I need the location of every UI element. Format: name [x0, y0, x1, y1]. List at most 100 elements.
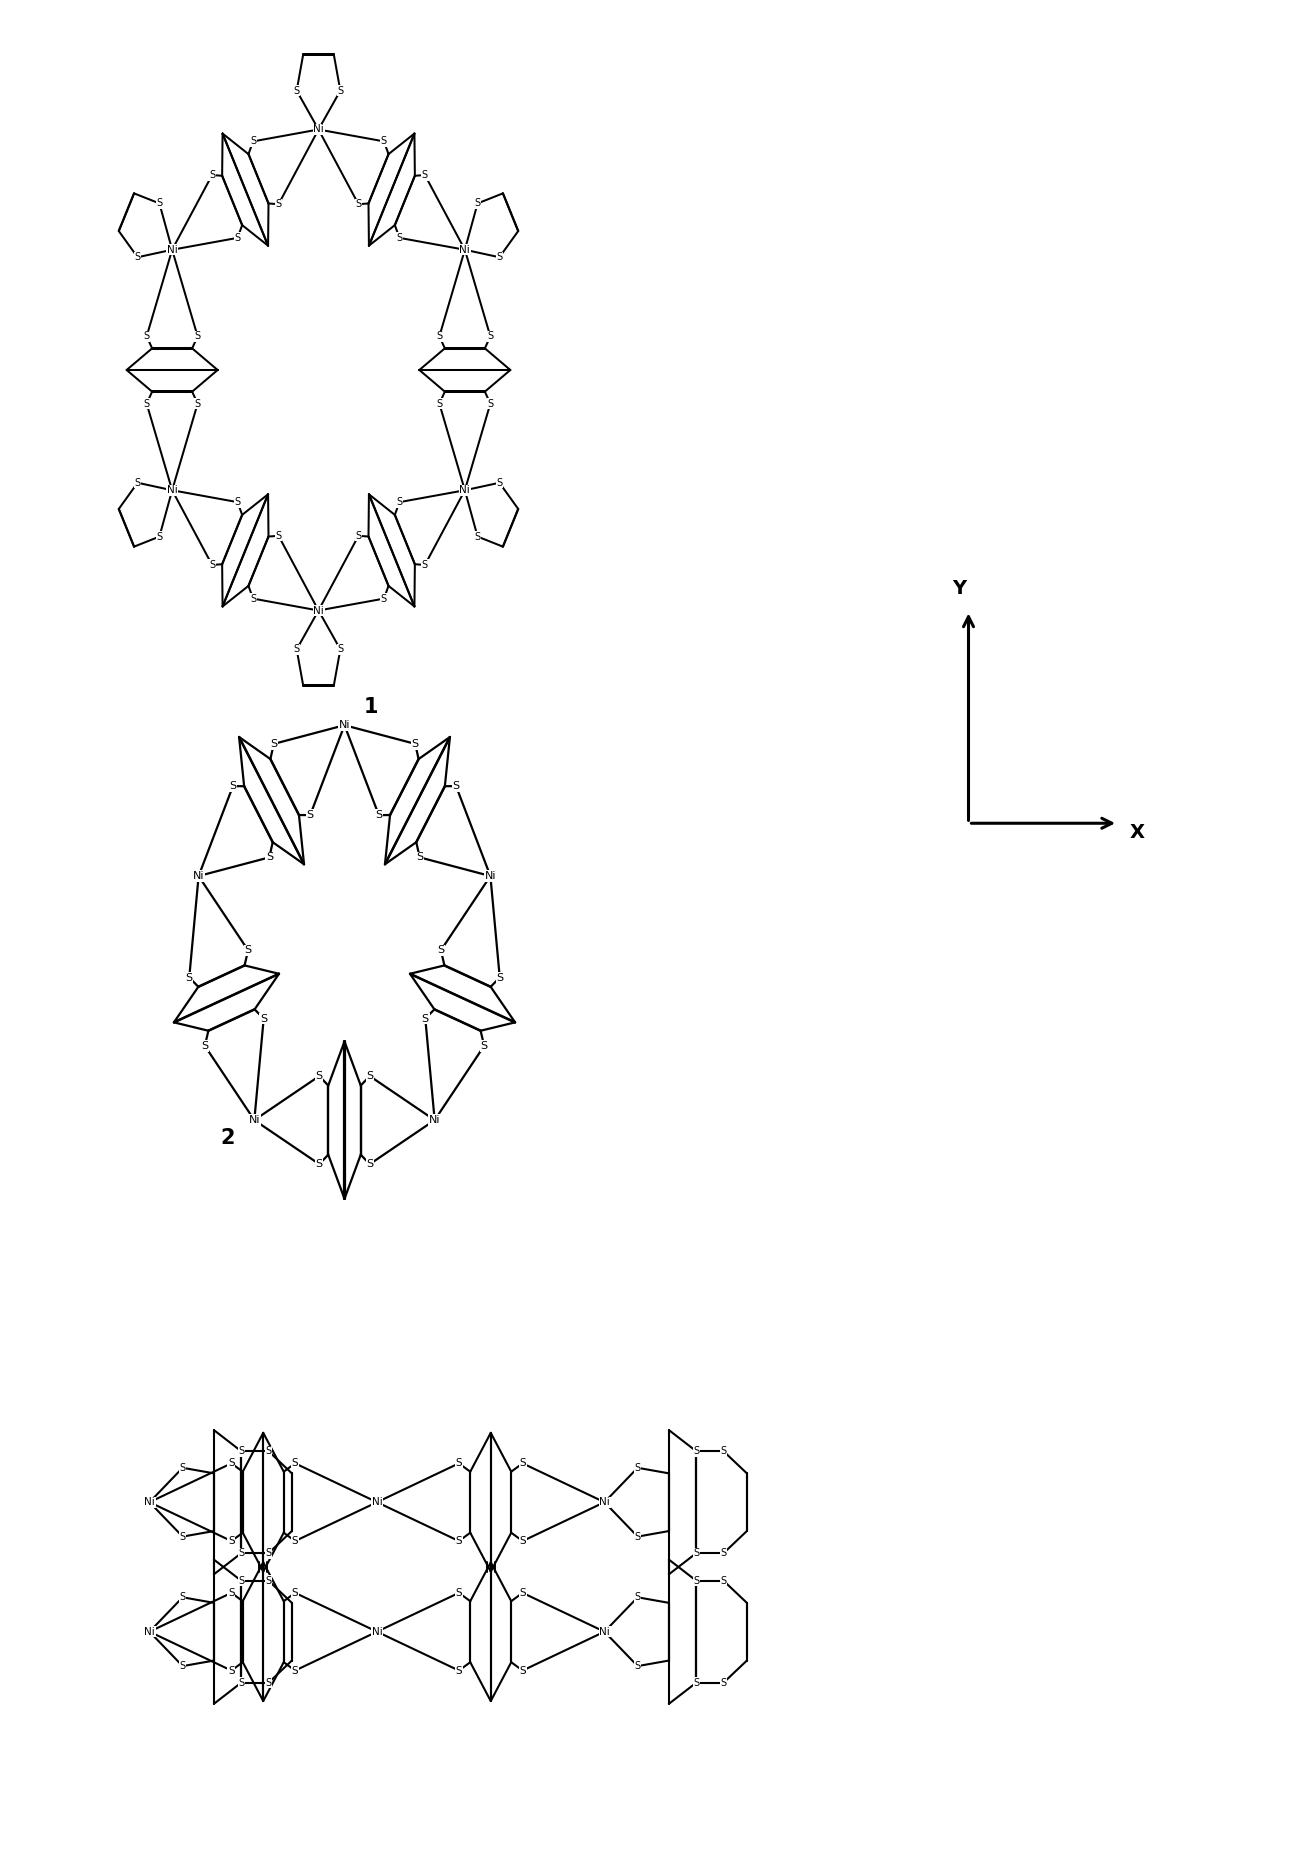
- Text: Ni: Ni: [144, 1626, 155, 1637]
- Text: S: S: [437, 398, 442, 409]
- Text: S: S: [720, 1548, 727, 1558]
- Text: Ni: Ni: [339, 720, 350, 731]
- Text: S: S: [474, 531, 481, 542]
- Text: Ni: Ni: [599, 1497, 610, 1508]
- Text: S: S: [250, 137, 256, 146]
- Text: S: S: [416, 853, 424, 862]
- Text: S: S: [720, 1678, 727, 1687]
- Text: S: S: [367, 1071, 373, 1080]
- Text: Y: Y: [953, 579, 966, 598]
- Text: S: S: [250, 594, 256, 603]
- Text: S: S: [455, 1665, 463, 1676]
- Text: Ni: Ni: [459, 485, 471, 496]
- Text: S: S: [234, 233, 240, 242]
- Text: S: S: [488, 398, 494, 409]
- Text: S: S: [497, 252, 503, 263]
- Text: Ni: Ni: [372, 1626, 382, 1637]
- Text: Ni: Ni: [459, 244, 471, 255]
- Text: Ni: Ni: [248, 1116, 260, 1125]
- Text: S: S: [186, 973, 192, 982]
- Text: S: S: [437, 945, 445, 955]
- Text: S: S: [209, 561, 216, 570]
- Text: S: S: [291, 1587, 299, 1598]
- Text: S: S: [143, 398, 150, 409]
- Text: S: S: [337, 644, 343, 655]
- Text: S: S: [720, 1576, 727, 1585]
- Text: S: S: [307, 810, 313, 820]
- Text: S: S: [195, 331, 200, 342]
- Text: S: S: [381, 594, 387, 603]
- Text: S: S: [437, 331, 442, 342]
- Text: S: S: [337, 85, 343, 96]
- Text: S: S: [179, 1463, 186, 1473]
- Text: S: S: [229, 781, 237, 792]
- Text: S: S: [455, 1587, 463, 1598]
- Text: S: S: [244, 945, 252, 955]
- Text: Ni: Ni: [192, 871, 204, 881]
- Text: S: S: [519, 1536, 526, 1547]
- Text: S: S: [519, 1458, 526, 1469]
- Text: S: S: [238, 1447, 244, 1456]
- Text: Ni: Ni: [144, 1497, 155, 1508]
- Text: S: S: [693, 1548, 699, 1558]
- Text: Ni: Ni: [372, 1497, 382, 1508]
- Text: S: S: [412, 738, 419, 749]
- Text: S: S: [195, 398, 200, 409]
- Text: S: S: [276, 200, 282, 209]
- Text: S: S: [355, 531, 361, 540]
- Text: S: S: [156, 531, 162, 542]
- Text: S: S: [693, 1447, 699, 1456]
- Text: S: S: [381, 137, 387, 146]
- Text: S: S: [238, 1678, 244, 1687]
- Text: S: S: [497, 973, 503, 982]
- Text: S: S: [291, 1665, 299, 1676]
- Text: S: S: [634, 1593, 641, 1602]
- Text: S: S: [455, 1458, 463, 1469]
- Text: 1: 1: [363, 697, 378, 716]
- Text: S: S: [265, 1447, 272, 1456]
- Text: S: S: [634, 1463, 641, 1473]
- Text: S: S: [291, 1536, 299, 1547]
- Text: S: S: [488, 331, 494, 342]
- Text: S: S: [227, 1536, 235, 1547]
- Text: 2: 2: [220, 1128, 235, 1147]
- Text: S: S: [519, 1665, 526, 1676]
- Text: S: S: [634, 1532, 641, 1541]
- Text: S: S: [143, 331, 150, 342]
- Text: S: S: [421, 1014, 429, 1023]
- Text: S: S: [260, 1014, 268, 1023]
- Text: S: S: [455, 1536, 463, 1547]
- Text: S: S: [396, 233, 403, 242]
- Text: S: S: [276, 531, 282, 540]
- Text: S: S: [355, 200, 361, 209]
- Text: S: S: [156, 198, 162, 209]
- Text: Ni: Ni: [313, 124, 324, 135]
- Text: S: S: [634, 1661, 641, 1671]
- Text: S: S: [421, 170, 428, 179]
- Text: S: S: [227, 1458, 235, 1469]
- Text: S: S: [238, 1576, 244, 1585]
- Text: S: S: [452, 781, 460, 792]
- Text: S: S: [179, 1593, 186, 1602]
- Text: S: S: [693, 1678, 699, 1687]
- Text: S: S: [367, 1160, 373, 1169]
- Text: S: S: [519, 1587, 526, 1598]
- Text: S: S: [209, 170, 216, 179]
- Text: S: S: [134, 477, 140, 488]
- Text: S: S: [265, 1678, 272, 1687]
- Text: S: S: [202, 1042, 208, 1051]
- Text: S: S: [227, 1665, 235, 1676]
- Text: Ni: Ni: [166, 485, 178, 496]
- Text: S: S: [179, 1661, 186, 1671]
- Text: Ni: Ni: [485, 871, 497, 881]
- Text: S: S: [693, 1576, 699, 1585]
- Text: Ni: Ni: [313, 605, 324, 616]
- Text: S: S: [316, 1071, 322, 1080]
- Text: S: S: [720, 1447, 727, 1456]
- Text: S: S: [294, 644, 300, 655]
- Text: S: S: [396, 498, 403, 507]
- Text: X: X: [1130, 823, 1145, 842]
- Text: Ni: Ni: [429, 1116, 441, 1125]
- Text: S: S: [238, 1548, 244, 1558]
- Text: S: S: [234, 498, 240, 507]
